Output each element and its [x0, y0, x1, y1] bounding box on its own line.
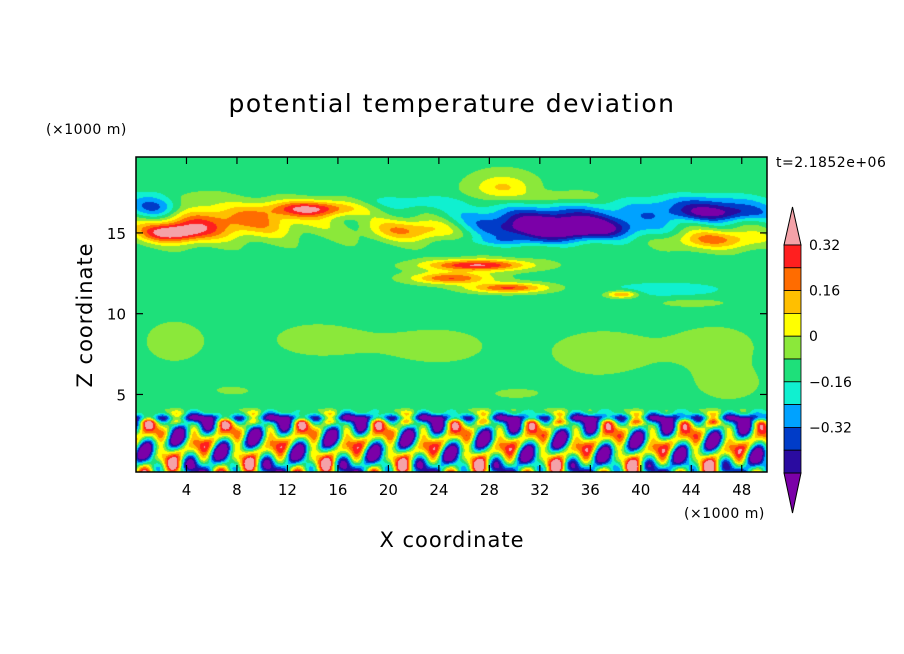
x-tick-label: 32 [530, 481, 549, 499]
y-tick-label: 5 [116, 386, 126, 404]
x-tick-label: 48 [732, 481, 751, 499]
chart-title: potential temperature deviation [229, 89, 676, 118]
x-tick-label: 40 [631, 481, 650, 499]
y-axis-title: Z coordinate [73, 242, 97, 387]
colorbar-tick-label: 0 [809, 329, 818, 345]
y-axis-unit: (×1000 m) [46, 122, 127, 138]
colorbar-band [783, 404, 802, 428]
colorbar-band [783, 449, 802, 474]
x-axis: 4 8 12 16 20 24 28 32 36 40 44 48 [182, 157, 751, 499]
y-tick-label: 15 [107, 225, 126, 243]
plot-frame [135, 156, 768, 473]
colorbar: 0.32 0.16 0 −0.16 −0.32 [783, 206, 852, 514]
colorbar-band [783, 426, 802, 451]
colorbar-max-arrow [783, 206, 802, 246]
x-axis-unit: (×1000 m) [684, 506, 765, 522]
contour-field [136, 157, 767, 472]
x-tick-label: 8 [232, 481, 242, 499]
x-tick-label: 36 [581, 481, 600, 499]
colorbar-band [783, 290, 802, 314]
colorbar-tick-label: 0.16 [809, 284, 840, 300]
colorbar-band [783, 335, 802, 360]
colorbar-tick-label: −0.16 [809, 375, 852, 391]
y-axis: 5 10 15 [107, 225, 767, 404]
x-tick-label: 24 [429, 481, 448, 499]
x-tick-label: 12 [278, 481, 297, 499]
colorbar-band [783, 381, 802, 405]
x-tick-label: 28 [480, 481, 499, 499]
x-tick-label: 16 [328, 481, 347, 499]
x-tick-label: 4 [182, 481, 192, 499]
x-tick-label: 20 [379, 481, 398, 499]
x-axis-title: X coordinate [379, 528, 524, 552]
colorbar-min-arrow [783, 472, 802, 514]
time-label: t=2.1852e+06 [776, 155, 886, 171]
colorbar-band [783, 244, 802, 269]
plot-area [135, 156, 768, 473]
colorbar-tick-label: −0.32 [809, 420, 852, 436]
x-tick-label: 44 [682, 481, 701, 499]
colorbar-band [783, 312, 802, 337]
colorbar-tick-label: 0.32 [809, 238, 840, 254]
colorbar-band [783, 358, 802, 383]
colorbar-band [783, 267, 802, 291]
y-tick-label: 10 [107, 306, 126, 324]
